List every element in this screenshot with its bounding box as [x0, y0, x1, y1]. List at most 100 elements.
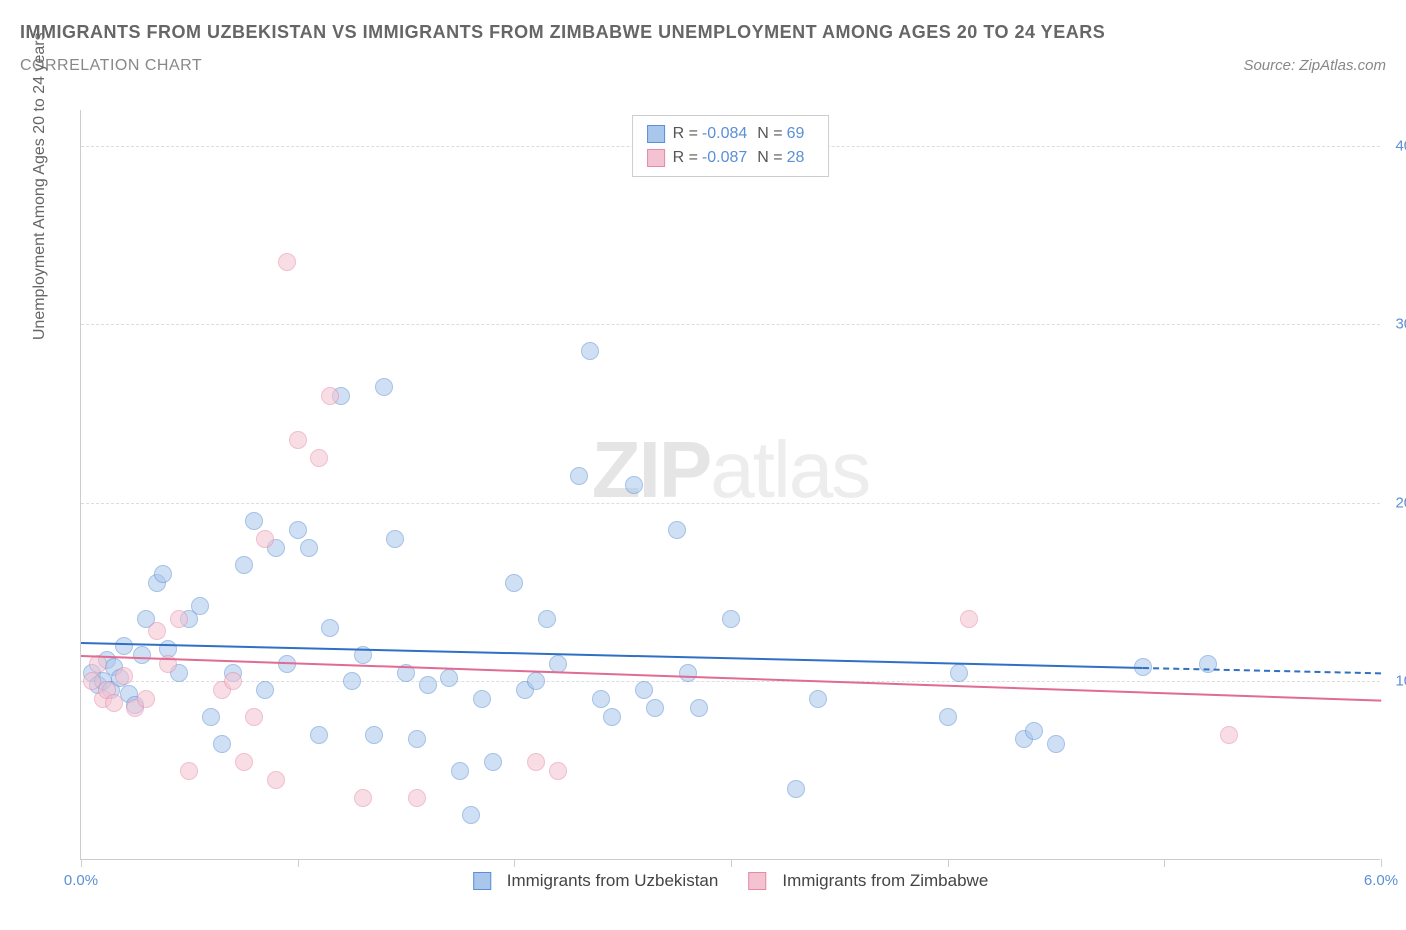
marker-zimbabwe — [256, 530, 274, 548]
marker-uzbekistan — [408, 730, 426, 748]
marker-uzbekistan — [440, 669, 458, 687]
x-tick — [81, 859, 82, 867]
marker-zimbabwe — [278, 253, 296, 271]
marker-uzbekistan — [419, 676, 437, 694]
marker-uzbekistan — [133, 646, 151, 664]
chart-container: Unemployment Among Ages 20 to 24 years Z… — [60, 110, 1390, 890]
marker-uzbekistan — [115, 637, 133, 655]
marker-uzbekistan — [289, 521, 307, 539]
legend-r-value-1: -0.084 — [702, 122, 747, 146]
marker-zimbabwe — [1220, 726, 1238, 744]
marker-zimbabwe — [527, 753, 545, 771]
y-axis-title: Unemployment Among Ages 20 to 24 years — [31, 32, 49, 340]
marker-uzbekistan — [527, 672, 545, 690]
marker-zimbabwe — [115, 667, 133, 685]
legend-n-value-1: 69 — [787, 122, 805, 146]
marker-uzbekistan — [202, 708, 220, 726]
legend-n-label: N = — [757, 122, 782, 146]
marker-uzbekistan — [245, 512, 263, 530]
legend-swatch-uzbekistan — [473, 872, 491, 890]
marker-zimbabwe — [105, 694, 123, 712]
marker-uzbekistan — [300, 539, 318, 557]
marker-uzbekistan — [939, 708, 957, 726]
marker-uzbekistan — [1047, 735, 1065, 753]
x-tick — [948, 859, 949, 867]
marker-zimbabwe — [289, 431, 307, 449]
trendline-zimbabwe — [81, 655, 1381, 702]
y-tick-label: 30.0% — [1395, 316, 1406, 333]
marker-zimbabwe — [180, 762, 198, 780]
marker-zimbabwe — [960, 610, 978, 628]
legend-swatch-2 — [647, 149, 665, 167]
marker-uzbekistan — [154, 565, 172, 583]
marker-zimbabwe — [549, 762, 567, 780]
legend-stats-row-1: R = -0.084 N = 69 — [647, 122, 815, 146]
legend-n-label: N = — [757, 146, 782, 170]
legend-series-item-1: Immigrants from Uzbekistan — [473, 871, 719, 891]
watermark-bold: ZIP — [592, 425, 710, 514]
x-tick — [731, 859, 732, 867]
marker-uzbekistan — [603, 708, 621, 726]
marker-uzbekistan — [538, 610, 556, 628]
x-tick — [514, 859, 515, 867]
gridline — [81, 681, 1380, 682]
marker-zimbabwe — [170, 610, 188, 628]
marker-zimbabwe — [310, 449, 328, 467]
marker-uzbekistan — [722, 610, 740, 628]
x-tick — [1164, 859, 1165, 867]
chart-header: IMMIGRANTS FROM UZBEKISTAN VS IMMIGRANTS… — [0, 0, 1406, 83]
legend-series: Immigrants from Uzbekistan Immigrants fr… — [473, 871, 989, 891]
marker-uzbekistan — [679, 664, 697, 682]
watermark: ZIPatlas — [592, 424, 869, 516]
subtitle-row: CORRELATION CHART Source: ZipAtlas.com — [20, 57, 1386, 75]
marker-uzbekistan — [549, 655, 567, 673]
legend-swatch-1 — [647, 125, 665, 143]
marker-zimbabwe — [408, 789, 426, 807]
marker-uzbekistan — [668, 521, 686, 539]
marker-uzbekistan — [343, 672, 361, 690]
chart-source: Source: ZipAtlas.com — [1243, 57, 1386, 74]
marker-uzbekistan — [950, 664, 968, 682]
marker-zimbabwe — [137, 690, 155, 708]
y-tick-label: 20.0% — [1395, 494, 1406, 511]
marker-uzbekistan — [592, 690, 610, 708]
legend-r-label: R = — [673, 146, 698, 170]
marker-zimbabwe — [148, 622, 166, 640]
marker-uzbekistan — [375, 378, 393, 396]
legend-stats: R = -0.084 N = 69 R = -0.087 N = 28 — [632, 115, 830, 177]
marker-zimbabwe — [245, 708, 263, 726]
y-tick-label: 10.0% — [1395, 673, 1406, 690]
gridline — [81, 324, 1380, 325]
marker-zimbabwe — [267, 771, 285, 789]
marker-uzbekistan — [809, 690, 827, 708]
x-tick-label: 0.0% — [64, 872, 98, 889]
marker-uzbekistan — [1025, 722, 1043, 740]
marker-uzbekistan — [646, 699, 664, 717]
marker-uzbekistan — [505, 574, 523, 592]
marker-uzbekistan — [235, 556, 253, 574]
marker-uzbekistan — [635, 681, 653, 699]
marker-uzbekistan — [365, 726, 383, 744]
marker-uzbekistan — [213, 735, 231, 753]
legend-series-item-2: Immigrants from Zimbabwe — [748, 871, 988, 891]
marker-zimbabwe — [354, 789, 372, 807]
marker-uzbekistan — [625, 476, 643, 494]
y-tick-label: 40.0% — [1395, 137, 1406, 154]
trendline-uzbekistan — [81, 642, 1143, 669]
marker-uzbekistan — [451, 762, 469, 780]
marker-uzbekistan — [310, 726, 328, 744]
legend-r-value-2: -0.087 — [702, 146, 747, 170]
legend-stats-row-2: R = -0.087 N = 28 — [647, 146, 815, 170]
legend-n-value-2: 28 — [787, 146, 805, 170]
marker-zimbabwe — [321, 387, 339, 405]
trendline-dash — [1143, 667, 1381, 674]
marker-uzbekistan — [570, 467, 588, 485]
marker-uzbekistan — [256, 681, 274, 699]
legend-label-uzbekistan: Immigrants from Uzbekistan — [507, 871, 719, 891]
legend-label-zimbabwe: Immigrants from Zimbabwe — [782, 871, 988, 891]
marker-uzbekistan — [462, 806, 480, 824]
legend-swatch-zimbabwe — [748, 872, 766, 890]
marker-uzbekistan — [484, 753, 502, 771]
x-tick — [298, 859, 299, 867]
marker-uzbekistan — [321, 619, 339, 637]
